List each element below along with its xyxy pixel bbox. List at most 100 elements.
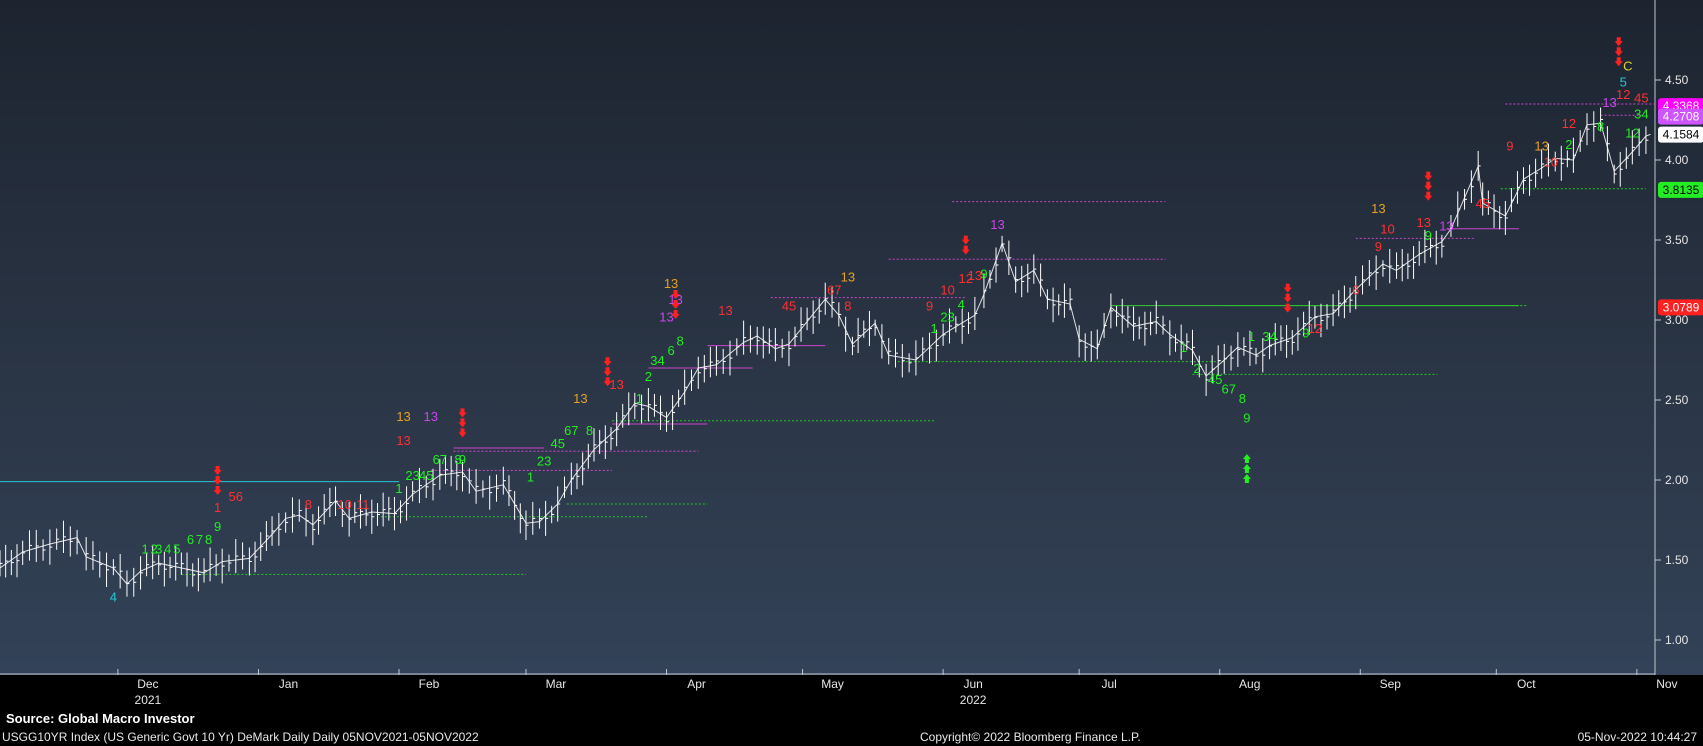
demark-count-label: 8: [586, 423, 593, 438]
x-tick-label: Nov: [1656, 677, 1677, 691]
x-year-label: 2022: [960, 693, 987, 707]
demark-count-label: 67: [1222, 382, 1236, 397]
down-arrow-icon: [1614, 47, 1623, 57]
y-tick-label: 2.50: [1665, 393, 1689, 407]
demark-count-label: 13: [396, 409, 410, 424]
down-arrow-icon: [1283, 283, 1292, 293]
x-tick-label: Jun: [963, 677, 982, 691]
demark-count-label: 5: [173, 542, 180, 557]
demark-count-label: 9: [214, 519, 221, 534]
demark-count-label: 23: [940, 310, 954, 325]
demark-count-label: 45: [419, 468, 433, 483]
demark-count-label: 13: [990, 217, 1004, 232]
demark-count-label: 1: [527, 470, 534, 485]
demark-count-label: 8: [205, 532, 212, 547]
value-tag-label: 4.1584: [1663, 128, 1700, 142]
down-arrow-icon: [671, 310, 680, 319]
demark-count-label: 9: [1302, 326, 1309, 341]
y-tick-label: 4.00: [1665, 153, 1689, 167]
x-tick-label: Apr: [687, 677, 706, 691]
demark-count-label: 13: [1534, 138, 1548, 153]
demark-count-label: 13: [718, 303, 732, 318]
x-tick-label: Jan: [279, 677, 298, 691]
demark-count-label: 6: [187, 532, 194, 547]
demark-count-label: 45: [782, 298, 796, 313]
demark-count-label: 45: [1634, 90, 1648, 105]
chart-panel: 1.00 1.50 2.00 2.50 3.00 3.50 4.00 4.50 4 1 2 3 4 5 6 7…: [0, 0, 1703, 707]
demark-count-label: 9: [980, 266, 987, 281]
demark-count-label: 4: [110, 590, 117, 605]
demark-count-label: 12: [1308, 321, 1322, 336]
demark-count-label: 45: [550, 436, 564, 451]
x-tick-label: Aug: [1239, 677, 1260, 691]
chart-description: USGG10YR Index (US Generic Govt 10 Yr) D…: [2, 730, 479, 744]
down-arrow-icon: [603, 357, 612, 367]
y-tick-label: 3.00: [1665, 313, 1689, 327]
demark-count-label: 13: [668, 292, 682, 307]
demark-count-label: 13: [659, 310, 673, 325]
down-arrow-icon: [458, 418, 467, 428]
x-tick-label: May: [821, 677, 844, 691]
demark-count-label: 13: [1371, 201, 1385, 216]
demark-count-label: 9: [1375, 239, 1382, 254]
demark-count-label: 9: [926, 298, 933, 313]
demark-count-label: 4: [958, 297, 965, 312]
demark-count-label: 7: [196, 532, 203, 547]
demark-count-label: 3: [155, 542, 162, 557]
demark-count-label: 34: [1262, 329, 1276, 344]
demark-count-label: 13: [424, 409, 438, 424]
demark-count-label: 9: [1425, 228, 1432, 243]
value-tag: [1658, 108, 1703, 125]
demark-count-label: 23: [537, 454, 551, 469]
demark-count-label: 56: [229, 489, 243, 504]
demark-count-label: 1: [1180, 340, 1187, 355]
demark-count-label: 6: [667, 343, 674, 358]
up-arrow-icon: [1242, 454, 1251, 463]
demark-count-label: 12: [1562, 116, 1576, 131]
demark-count-label: 10: [337, 497, 351, 512]
demark-count-label: 13: [841, 270, 855, 285]
demark-count-label: 13: [664, 276, 678, 291]
down-arrow-icon: [603, 367, 612, 377]
demark-count-label: 13: [396, 433, 410, 448]
demark-count-label: 45: [1208, 372, 1222, 387]
demark-count-label: 2: [1193, 361, 1200, 376]
down-arrow-icon: [1614, 37, 1623, 47]
y-tick-label: 3.50: [1665, 233, 1689, 247]
demark-count-label: 9: [1243, 410, 1250, 425]
demark-count-label: 67: [564, 423, 578, 438]
demark-count-label: 67: [433, 452, 447, 467]
demark-count-label: 1: [930, 321, 937, 336]
x-tick-label: Dec: [137, 677, 158, 691]
down-arrow-icon: [671, 290, 680, 299]
up-arrow-icon: [1242, 464, 1251, 473]
x-tick-label: Jul: [1101, 677, 1116, 691]
demark-count-label: 12: [1625, 126, 1639, 141]
down-arrow-icon: [458, 408, 467, 418]
price-series-line: [0, 122, 1651, 585]
x-tick-label: Sep: [1380, 677, 1402, 691]
demark-count-label: 8: [454, 452, 461, 467]
x-tick-label: Mar: [546, 677, 567, 691]
y-tick-label: 1.50: [1665, 553, 1689, 567]
demark-count-label: 8: [1239, 391, 1246, 406]
down-arrow-icon: [1424, 181, 1433, 191]
demark-count-label: 13: [573, 391, 587, 406]
demark-count-label: 11: [356, 497, 370, 512]
demark-count-label: 12: [959, 271, 973, 286]
demark-count-label: 23: [405, 468, 419, 483]
down-arrow-icon: [213, 466, 222, 475]
demark-count-label: 10: [1543, 154, 1557, 169]
demark-count-label: 2: [151, 542, 158, 557]
source-label: Source: Global Macro Investor: [6, 711, 195, 726]
down-arrow-icon: [1283, 303, 1292, 313]
down-arrow-icon: [961, 245, 970, 255]
value-tag-label: 4.2708: [1663, 110, 1700, 124]
demark-count-label: 12: [1616, 87, 1630, 102]
down-arrow-icon: [961, 235, 970, 245]
y-tick-label: 4.50: [1665, 73, 1689, 87]
demark-count-label: 8: [1597, 119, 1604, 134]
demark-count-label: 13: [968, 268, 982, 283]
value-tag: [1658, 126, 1703, 143]
down-arrow-icon: [213, 476, 222, 485]
